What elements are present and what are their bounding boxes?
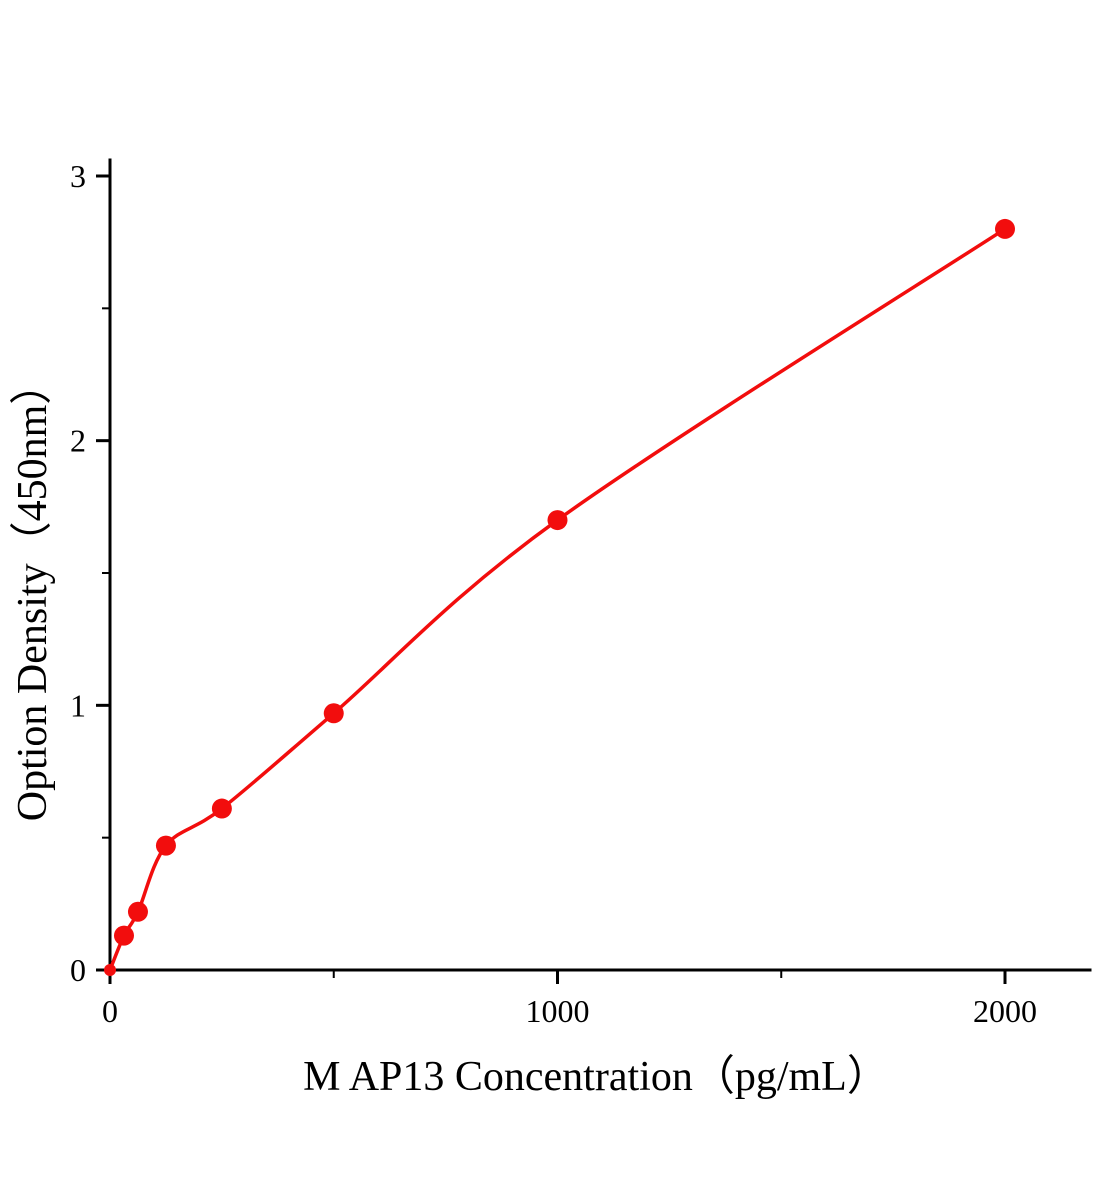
y-tick-label: 3 <box>70 158 86 194</box>
y-tick-label: 1 <box>70 687 86 723</box>
data-point <box>127 901 148 922</box>
y-tick-label: 0 <box>70 952 86 988</box>
fitted-curve <box>108 227 1006 971</box>
data-point <box>155 835 176 856</box>
axes: 0 1 2 3 0 1000 2000 <box>70 158 1092 1029</box>
axis-lines <box>108 158 1092 972</box>
x-tick-label: 1000 <box>526 993 590 1029</box>
y-axis-title: Option Density（450nm） <box>10 363 56 822</box>
data-point <box>113 925 134 946</box>
x-tick-label: 0 <box>102 993 118 1029</box>
y-tick-label: 2 <box>70 423 86 459</box>
data-point <box>547 510 568 531</box>
data-point <box>104 964 116 976</box>
data-point <box>995 218 1015 239</box>
x-tick-label: 2000 <box>973 993 1037 1029</box>
x-axis-title: M AP13 Concentration（pg/mL） <box>303 1054 889 1100</box>
data-point <box>211 798 232 819</box>
data-series <box>104 218 1015 976</box>
data-point <box>323 703 344 724</box>
